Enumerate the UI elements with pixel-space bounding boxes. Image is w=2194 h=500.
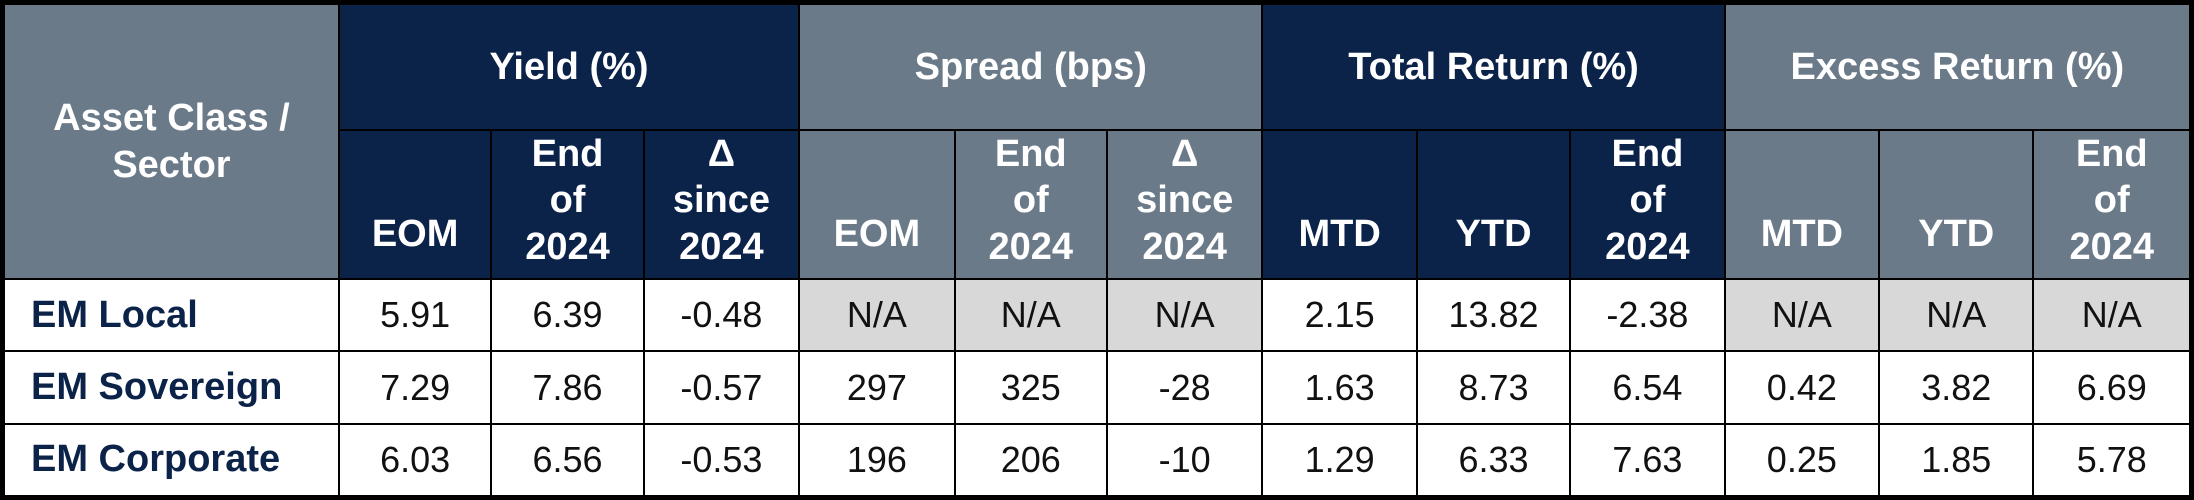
corner-header-text: Asset Class / Sector — [53, 97, 290, 186]
yield-delta-text: Δ since 2024 — [672, 133, 770, 268]
table-row: EM Local 5.91 6.39 -0.48 N/A N/A N/A 2.1… — [3, 278, 2191, 353]
table-cell: 6.54 — [1569, 350, 1726, 425]
table-cell: 3.82 — [1878, 350, 2035, 425]
table-cell: -10 — [1105, 422, 1264, 498]
table-cell-na: N/A — [2032, 278, 2191, 353]
table-cell: 6.03 — [337, 422, 493, 498]
table-body: EM Local 5.91 6.39 -0.48 N/A N/A N/A 2.1… — [3, 278, 2191, 498]
excess-return-end-2024-header: End of 2024 — [2032, 128, 2191, 281]
spread-eom-header: EOM — [798, 128, 956, 281]
table-cell-na: N/A — [798, 278, 956, 353]
table-cell: 325 — [953, 350, 1108, 425]
table-cell: 13.82 — [1415, 278, 1572, 353]
table-cell-na: N/A — [1723, 278, 1881, 353]
table-cell-na: N/A — [1878, 278, 2035, 353]
row-label-em-corporate: EM Corporate — [3, 422, 340, 498]
table-cell: 206 — [953, 422, 1108, 498]
table-cell: -0.53 — [642, 422, 801, 498]
excess-return-group-header: Excess Return (%) — [1723, 3, 2192, 131]
table-cell: 6.33 — [1415, 422, 1572, 498]
table-cell: 0.25 — [1723, 422, 1881, 498]
spread-end-2024-header: End of 2024 — [953, 128, 1108, 281]
table-cell-na: N/A — [953, 278, 1108, 353]
total-return-end-2024-header: End of 2024 — [1569, 128, 1726, 281]
yield-delta-header: Δ since 2024 — [642, 128, 801, 281]
table-cell: 5.78 — [2032, 422, 2191, 498]
table-cell: 2.15 — [1261, 278, 1418, 353]
excess-return-mtd-header: MTD — [1723, 128, 1881, 281]
row-label-em-local: EM Local — [3, 278, 340, 353]
spread-delta-text: Δ since 2024 — [1136, 133, 1234, 268]
total-return-mtd-header: MTD — [1261, 128, 1418, 281]
table-cell: 1.85 — [1878, 422, 2035, 498]
table-cell: 8.73 — [1415, 350, 1572, 425]
table-cell: -28 — [1105, 350, 1264, 425]
table-cell: 7.29 — [337, 350, 493, 425]
table-cell: 6.69 — [2032, 350, 2191, 425]
table-cell: 5.91 — [337, 278, 493, 353]
table-cell: 6.39 — [490, 278, 645, 353]
table-row: EM Sovereign 7.29 7.86 -0.57 297 325 -28… — [3, 350, 2191, 425]
total-return-group-header: Total Return (%) — [1261, 3, 1726, 131]
table-row: EM Corporate 6.03 6.56 -0.53 196 206 -10… — [3, 422, 2191, 498]
table-cell-na: N/A — [1105, 278, 1264, 353]
table-cell: 297 — [798, 350, 956, 425]
table-cell: 0.42 — [1723, 350, 1881, 425]
table-cell: 196 — [798, 422, 956, 498]
group-header-row: Asset Class / Sector Yield (%) Spread (b… — [3, 2, 2192, 281]
spread-delta-header: Δ since 2024 — [1105, 128, 1264, 281]
excess-return-ytd-header: YTD — [1878, 128, 2035, 281]
subcolumn-header-row: EOM End of 2024 Δ since 2024 EOM End of … — [4, 128, 2191, 281]
table-cell: 6.56 — [490, 422, 645, 498]
table-cell: 1.29 — [1261, 422, 1418, 498]
spread-group-header: Spread (bps) — [798, 3, 1264, 131]
table-cell: -2.38 — [1569, 278, 1726, 353]
table-cell: 7.63 — [1569, 422, 1726, 498]
excess-return-end-2024-text: End of 2024 — [2069, 133, 2154, 268]
asset-class-sector-header: Asset Class / Sector — [3, 2, 340, 281]
table-cell: 1.63 — [1261, 350, 1418, 425]
table-cell: 7.86 — [490, 350, 645, 425]
yield-eom-header: EOM — [337, 128, 493, 281]
total-return-ytd-header: YTD — [1415, 128, 1572, 281]
total-return-end-2024-text: End of 2024 — [1605, 133, 1690, 268]
yield-end-2024-header: End of 2024 — [490, 128, 645, 281]
table-cell: -0.57 — [642, 350, 801, 425]
row-label-em-sovereign: EM Sovereign — [3, 350, 340, 425]
market-summary-table: Asset Class / Sector Yield (%) Spread (b… — [3, 2, 2192, 498]
yield-end-2024-text: End of 2024 — [525, 133, 610, 268]
yield-group-header: Yield (%) — [337, 3, 801, 131]
spread-end-2024-text: End of 2024 — [988, 133, 1074, 268]
table-cell: -0.48 — [642, 278, 801, 353]
